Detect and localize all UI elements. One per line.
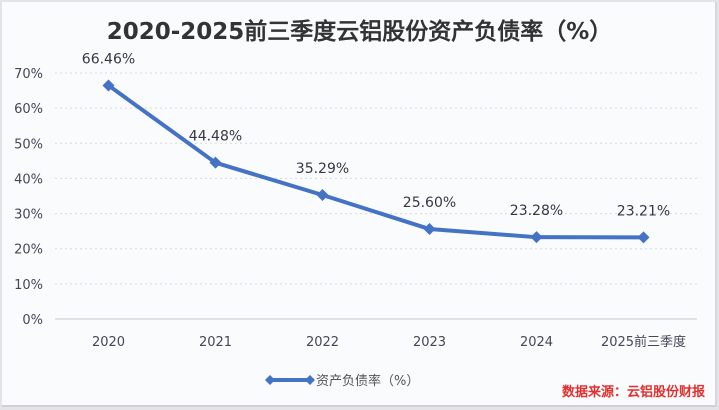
data-point-marker <box>423 223 436 236</box>
data-label: 23.21% <box>617 203 670 219</box>
x-tick-label: 2020 <box>92 335 125 350</box>
y-tick-label: 40% <box>14 172 43 187</box>
x-tick-label: 2025前三季度 <box>601 334 686 350</box>
data-label: 66.46% <box>82 51 135 67</box>
data-point-marker <box>530 231 543 244</box>
gridlines <box>55 72 697 320</box>
series-line <box>107 83 644 240</box>
data-labels: 66.46% 44.48% 35.29% 25.60% 23.28% 23.21% <box>82 51 670 219</box>
data-label: 35.29% <box>296 161 349 177</box>
y-tick-label: 20% <box>14 243 43 258</box>
data-label: 23.28% <box>510 203 563 219</box>
data-label: 25.60% <box>403 195 456 211</box>
series-lines <box>107 83 644 240</box>
legend-marker-icon <box>265 375 275 385</box>
y-tick-label: 60% <box>14 102 43 117</box>
y-tick-label: 30% <box>14 208 43 223</box>
data-point-marker <box>209 156 222 169</box>
data-point-marker <box>316 188 329 201</box>
source-note: 数据来源：云铝股份财报 <box>561 385 705 400</box>
chart-title: 2020-2025前三季度云铝股份资产负债率（%） <box>106 19 613 45</box>
y-tick-label: 10% <box>14 278 43 293</box>
series-markers <box>102 79 650 244</box>
data-point-marker <box>637 231 650 244</box>
y-axis-ticks: 0% 10% 20% 30% 40% 50% 60% 70% <box>14 67 43 328</box>
x-tick-label: 2021 <box>199 335 232 350</box>
legend-marker-icon <box>305 375 315 385</box>
x-axis-ticks: 2020 2021 2022 2023 2024 2025前三季度 <box>92 334 686 350</box>
y-tick-label: 50% <box>14 137 43 152</box>
legend-label: 资产负债率（%） <box>316 373 419 389</box>
data-label: 44.48% <box>189 129 242 145</box>
y-tick-label: 70% <box>14 67 43 82</box>
y-tick-label: 0% <box>22 313 43 328</box>
x-tick-label: 2024 <box>520 335 553 350</box>
legend[interactable]: 资产负债率（%） <box>265 373 419 389</box>
x-tick-label: 2022 <box>306 335 339 350</box>
x-tick-label: 2023 <box>413 335 446 350</box>
data-point-marker <box>102 79 115 92</box>
